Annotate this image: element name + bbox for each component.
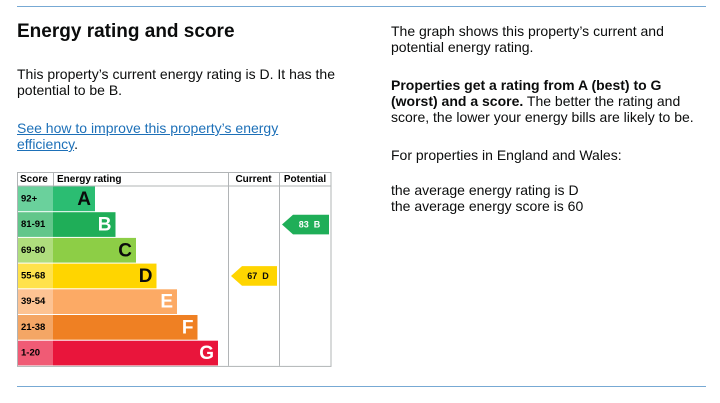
rating-letter: D <box>139 266 153 287</box>
score-cell <box>18 186 53 212</box>
average-score: the average energy score is 60 <box>391 198 584 214</box>
rating-letter: A <box>77 189 91 210</box>
potential-rating: B <box>314 220 321 230</box>
current-label: 67 D <box>247 271 269 281</box>
rating-bar <box>53 186 95 212</box>
info-body: The better the rating and score, the low… <box>391 93 694 125</box>
info-intro: The graph shows this property’s current … <box>391 23 664 55</box>
score-range: 81-91 <box>21 219 46 230</box>
link-end: . <box>74 136 78 152</box>
info-rating: Properties get a rating from A (best) to… <box>391 77 711 125</box>
improve-link[interactable]: See how to improve this property’s energ… <box>17 120 279 152</box>
summary: This property’s current energy rating is… <box>17 66 335 98</box>
rating-bar <box>53 212 116 237</box>
title: Energy rating and score <box>17 21 235 42</box>
column-header: Energy rating <box>57 174 121 185</box>
score-cell <box>18 237 53 263</box>
score-range: 39-54 <box>21 296 46 307</box>
score-range: 92+ <box>21 193 38 204</box>
score-range: 21-38 <box>21 322 45 333</box>
current-rating: D <box>262 271 269 281</box>
top-rule <box>17 6 706 7</box>
current-score: 67 <box>247 271 257 281</box>
info-region: For properties in England and Wales: <box>391 147 622 163</box>
score-range: 55-68 <box>21 270 45 281</box>
link-line: See how to improve this property’s energ… <box>17 120 307 152</box>
bottom-rule <box>17 386 706 387</box>
current-arrow <box>231 266 277 286</box>
score-cell <box>18 340 53 366</box>
rating-bar <box>53 289 177 314</box>
score-cell <box>18 212 53 237</box>
column-header: Current <box>235 174 272 185</box>
score-range: 1-20 <box>21 348 40 359</box>
rating-letter: F <box>182 317 194 338</box>
potential-label: 83 B <box>299 220 321 230</box>
average-rating: the average energy rating is D <box>391 182 579 198</box>
column-header: Potential <box>284 174 326 185</box>
potential-score: 83 <box>299 220 309 230</box>
rating-letter: B <box>98 215 112 236</box>
rating-bar <box>53 340 218 366</box>
rating-bar <box>53 315 198 340</box>
rating-letter: G <box>199 343 214 364</box>
score-cell <box>18 315 53 340</box>
rating-bar <box>53 237 136 263</box>
score-range: 69-80 <box>21 245 45 256</box>
rating-bar <box>53 263 157 289</box>
column-header: Score <box>20 174 48 185</box>
score-cell <box>18 263 53 289</box>
chart-frame <box>17 172 332 367</box>
rating-letter: E <box>160 292 173 313</box>
info-bold: Properties get a rating from A (best) to… <box>391 77 662 109</box>
score-cell <box>18 289 53 314</box>
rating-chart: Score Energy rating Current Potential 92+ A 81… <box>17 172 332 367</box>
rating-letter: C <box>118 240 132 261</box>
potential-arrow <box>282 214 329 235</box>
